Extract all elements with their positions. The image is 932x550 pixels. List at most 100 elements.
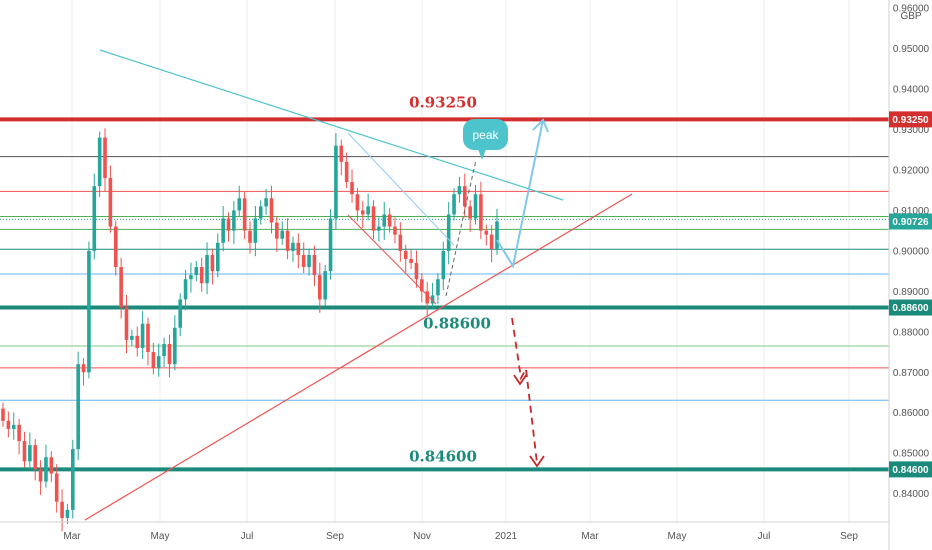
price-tag-3 bbox=[889, 461, 932, 478]
peak-callout-text: peak bbox=[472, 128, 499, 142]
candle-body-40 bbox=[215, 242, 220, 272]
wedge-lower-line bbox=[347, 214, 437, 305]
candle-body-92 bbox=[495, 221, 499, 249]
candle-body-61 bbox=[328, 218, 333, 272]
price-tick-3: 0.87000 bbox=[893, 368, 930, 379]
candle-body-17 bbox=[92, 186, 97, 251]
candle-body-35 bbox=[189, 275, 193, 280]
time-tick-8: Jul bbox=[758, 531, 771, 542]
candle-body-1 bbox=[6, 420, 11, 429]
candle-body-63 bbox=[339, 145, 344, 162]
candle-body-75 bbox=[403, 250, 408, 259]
candle-body-0 bbox=[1, 408, 5, 421]
candle-body-14 bbox=[76, 364, 80, 450]
candle-body-59 bbox=[318, 275, 322, 300]
candle-body-43 bbox=[232, 210, 236, 231]
candle-body-79 bbox=[425, 291, 429, 304]
currency-label: GBP bbox=[900, 11, 921, 22]
candle-body-19 bbox=[103, 137, 107, 179]
time-tick-6: Mar bbox=[581, 531, 599, 542]
candle-body-81 bbox=[436, 279, 440, 296]
candle-body-29 bbox=[156, 356, 161, 369]
candle-body-60 bbox=[323, 271, 327, 300]
ascending-trendline bbox=[84, 193, 633, 521]
candle-body-23 bbox=[124, 307, 129, 340]
horizontal-levels bbox=[0, 117, 889, 472]
price-tag-label-1: 0.90726 bbox=[892, 217, 929, 228]
candle-body-4 bbox=[22, 441, 27, 462]
candle-body-80 bbox=[430, 295, 435, 304]
candle-body-21 bbox=[113, 226, 118, 268]
candle-body-20 bbox=[108, 178, 113, 227]
peak-callout: peak bbox=[463, 119, 508, 160]
candle-body-15 bbox=[81, 364, 86, 373]
projection-down-arrow-head-2 bbox=[529, 455, 545, 468]
candles bbox=[1, 128, 499, 532]
candle-body-65 bbox=[350, 182, 354, 195]
candle-body-36 bbox=[194, 267, 199, 276]
price-tick-2: 0.86000 bbox=[893, 408, 930, 419]
candle-body-31 bbox=[167, 343, 172, 365]
projection-up-arrow bbox=[496, 119, 544, 269]
price-tag-label-3: 0.84600 bbox=[892, 465, 929, 476]
candle-body-9 bbox=[49, 457, 54, 474]
candle-body-11 bbox=[60, 501, 64, 518]
candle-body-64 bbox=[344, 161, 349, 183]
time-axis-ticks: Mar May Jul Sep Nov 2021 Mar May Jul Sep bbox=[63, 531, 858, 542]
price-tick-4: 0.88000 bbox=[893, 327, 930, 338]
projection-down-arrow bbox=[511, 317, 538, 464]
candle-body-76 bbox=[409, 258, 413, 264]
projection-up-arrow-head bbox=[532, 118, 549, 133]
time-tick-0: Mar bbox=[63, 531, 81, 542]
candle-body-78 bbox=[420, 279, 424, 292]
candle-body-50 bbox=[269, 198, 274, 223]
price-tick-8: 0.92000 bbox=[893, 165, 930, 176]
price-tag-1 bbox=[889, 213, 932, 230]
candle-body-86 bbox=[462, 186, 467, 207]
candle-body-91 bbox=[489, 234, 494, 249]
price-tick-5: 0.89000 bbox=[893, 287, 930, 298]
price-tick-11: 0.95000 bbox=[893, 44, 930, 55]
candle-body-84 bbox=[452, 194, 456, 215]
candle-body-53 bbox=[285, 230, 290, 251]
price-tag-label-2: 0.88600 bbox=[892, 303, 929, 314]
candle-body-24 bbox=[130, 335, 134, 340]
candle-body-71 bbox=[382, 214, 387, 227]
candle-body-42 bbox=[226, 218, 231, 231]
candle-body-16 bbox=[87, 250, 91, 373]
candle-body-77 bbox=[414, 263, 419, 280]
candle-body-7 bbox=[38, 469, 43, 482]
candle-body-48 bbox=[258, 206, 263, 219]
time-tick-2: Jul bbox=[241, 531, 254, 542]
price-tag-label-0: 0.93250 bbox=[892, 115, 929, 126]
price-tick-6: 0.90000 bbox=[893, 246, 930, 257]
candle-body-34 bbox=[183, 279, 188, 300]
candle-body-6 bbox=[33, 445, 38, 470]
price-tick-9: 0.93000 bbox=[893, 125, 930, 136]
candle-body-62 bbox=[334, 145, 338, 219]
time-tick-3: Sep bbox=[326, 531, 344, 542]
candle-body-52 bbox=[280, 230, 285, 239]
candle-body-58 bbox=[312, 254, 317, 276]
price-axis-ticks: 0.84000 0.85000 0.86000 0.87000 0.88000 0.890… bbox=[893, 4, 930, 501]
candle-body-69 bbox=[371, 206, 376, 231]
candle-body-10 bbox=[54, 473, 59, 502]
candle-body-32 bbox=[173, 327, 177, 365]
candle-body-28 bbox=[151, 352, 156, 369]
candle-body-87 bbox=[468, 206, 472, 219]
candle-body-56 bbox=[301, 254, 306, 268]
candle-body-90 bbox=[484, 230, 489, 235]
candle-body-37 bbox=[199, 267, 204, 284]
candle-body-30 bbox=[162, 343, 166, 357]
peak-callout-pointer bbox=[478, 149, 486, 160]
candle-body-41 bbox=[221, 218, 225, 243]
candle-body-67 bbox=[360, 210, 365, 215]
time-tick-5: 2021 bbox=[495, 531, 518, 542]
candle-body-74 bbox=[398, 234, 403, 251]
peak-callout-bubble bbox=[463, 119, 508, 150]
price-axis-panel bbox=[889, 0, 932, 550]
candle-body-13 bbox=[71, 449, 75, 510]
